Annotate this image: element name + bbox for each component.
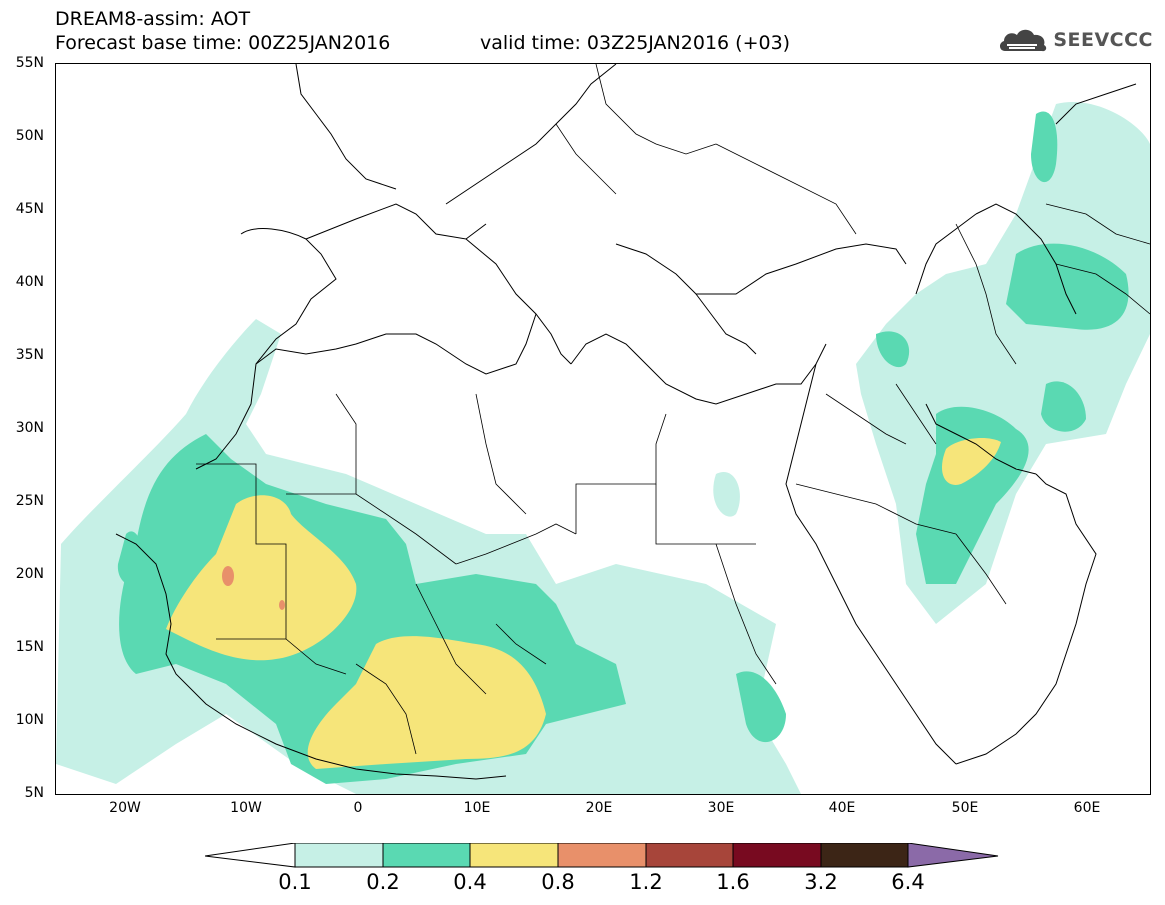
lat-label: 15N xyxy=(15,639,44,655)
legend-label: 0.1 xyxy=(278,870,312,894)
lon-label: 20W xyxy=(109,800,141,816)
legend-label: 1.2 xyxy=(629,870,663,894)
lat-label: 55N xyxy=(15,55,44,71)
lat-label: 30N xyxy=(15,420,44,436)
aot-band-0-4 xyxy=(166,438,1001,769)
lon-label: 10W xyxy=(230,800,262,816)
legend-label: 0.8 xyxy=(541,870,575,894)
aot-band-0-8 xyxy=(222,566,285,610)
legend-swatch-0-2 xyxy=(382,843,471,868)
lat-label: 20N xyxy=(15,566,44,582)
valid-time: valid time: 03Z25JAN2016 (+03) xyxy=(480,32,791,54)
lat-label: 5N xyxy=(24,785,44,801)
legend-swatch-1-6 xyxy=(732,843,822,868)
lat-label: 45N xyxy=(15,201,44,217)
country-borders xyxy=(196,64,1150,755)
legend-label: 3.2 xyxy=(804,870,838,894)
legend-swatch-above xyxy=(907,843,999,868)
legend-swatch-3-2 xyxy=(820,843,909,868)
legend-label: 1.6 xyxy=(716,870,750,894)
lat-label: 50N xyxy=(15,128,44,144)
lon-label: 10E xyxy=(463,800,491,816)
coastlines xyxy=(115,64,1137,780)
legend-label: 0.4 xyxy=(453,870,487,894)
lon-label: 40E xyxy=(828,800,856,816)
lat-label: 10N xyxy=(15,712,44,728)
logo-text: SEEVCCC xyxy=(1053,29,1153,51)
map-title: DREAM8-assim: AOT xyxy=(55,8,251,30)
lon-label: 50E xyxy=(951,800,979,816)
cloud-logo-icon xyxy=(1000,29,1047,52)
map-plot-area xyxy=(55,63,1151,795)
lat-label: 40N xyxy=(15,274,44,290)
lon-label: 30E xyxy=(707,800,735,816)
legend-swatch-0-8 xyxy=(557,843,647,868)
legend-swatch-0-4 xyxy=(469,843,559,868)
forecast-base-time: Forecast base time: 00Z25JAN2016 xyxy=(55,32,391,54)
seevccc-logo: SEEVCCC xyxy=(997,24,1153,56)
color-legend-bar xyxy=(205,843,999,868)
legend-label: 6.4 xyxy=(891,870,925,894)
legend-swatch-1-2 xyxy=(645,843,734,868)
lon-label: 0 xyxy=(353,800,363,816)
lat-label: 35N xyxy=(15,347,44,363)
legend-swatch-below xyxy=(205,843,296,868)
legend-label: 0.2 xyxy=(366,870,400,894)
lat-label: 25N xyxy=(15,493,44,509)
lon-label: 20E xyxy=(585,800,613,816)
aot-map xyxy=(56,64,1150,794)
legend-swatch-0-1 xyxy=(294,843,384,868)
lon-label: 60E xyxy=(1073,800,1101,816)
